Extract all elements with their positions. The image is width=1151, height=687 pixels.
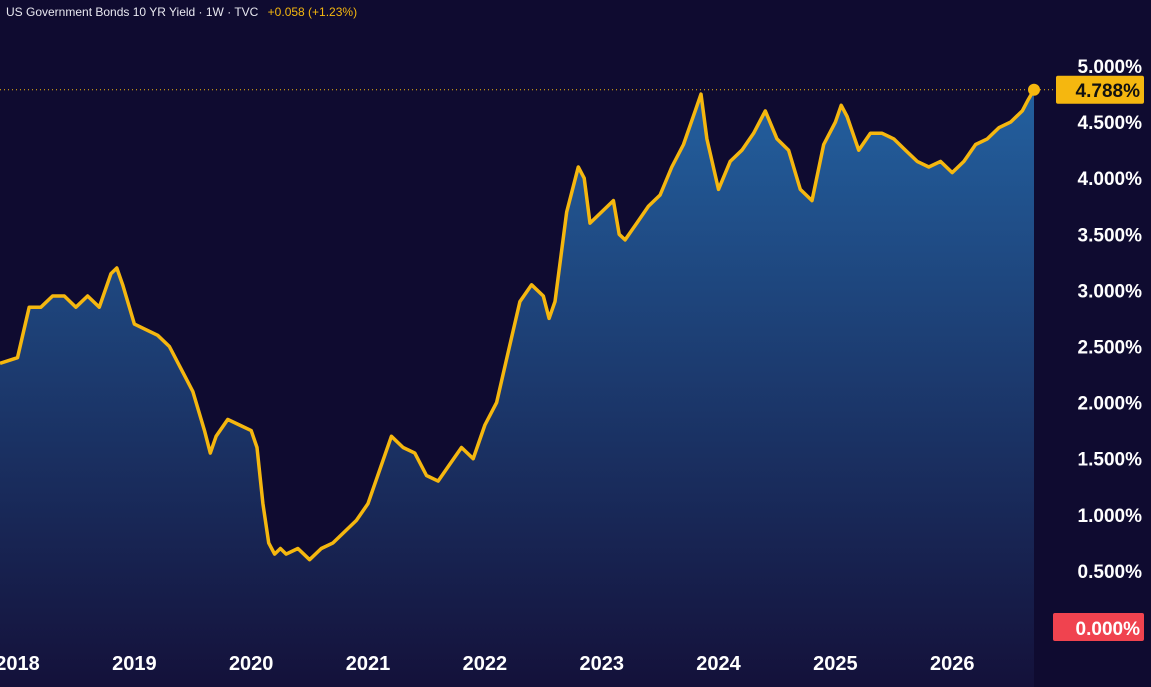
- zero-label: 0.000%: [1076, 619, 1141, 640]
- x-tick-label: 2019: [112, 653, 157, 675]
- y-tick-label: 0.500%: [1078, 562, 1143, 583]
- last-value-badge: [1056, 75, 1144, 104]
- x-tick-label: 2024: [696, 653, 741, 675]
- symbol-title: US Government Bonds 10 YR Yield · 1W · T…: [6, 5, 259, 19]
- last-value-marker: [1028, 83, 1040, 96]
- price-badges: 4.788% 0.000%: [0, 75, 1144, 641]
- y-tick-label: 4.500%: [1078, 113, 1143, 134]
- last-value-label: 4.788%: [1076, 81, 1141, 102]
- y-tick-label: 1.000%: [1078, 506, 1143, 527]
- y-tick-label: 4.000%: [1078, 169, 1143, 190]
- x-tick-label: 2021: [346, 653, 391, 675]
- y-tick-label: 3.000%: [1078, 281, 1143, 302]
- x-tick-label: 2022: [463, 653, 508, 675]
- x-axis: 2018 2019 2020 2021 2022 2023 2024 2025 2026: [0, 653, 974, 675]
- x-tick-label: 2026: [930, 653, 975, 675]
- x-tick-label: 2020: [229, 653, 274, 675]
- zero-badge: [1053, 613, 1144, 641]
- y-tick-label: 2.000%: [1078, 394, 1143, 415]
- chart-header: US Government Bonds 10 YR Yield · 1W · T…: [6, 5, 357, 19]
- x-tick-label: 2025: [813, 653, 858, 675]
- x-tick-label: 2018: [0, 653, 40, 675]
- series-line: [0, 88, 1036, 562]
- area-fill-layer: [0, 89, 1034, 687]
- y-tick-label: 3.500%: [1078, 225, 1143, 246]
- y-tick-label: 5.000%: [1078, 57, 1143, 78]
- y-tick-label: 2.500%: [1078, 338, 1143, 359]
- area-fill: [0, 89, 1034, 687]
- series-line-layer: [0, 88, 1036, 562]
- y-axis: 5.000% 4.500% 4.000% 3.500% 3.000% 2.500% 2.00…: [1078, 57, 1143, 583]
- x-tick-label: 2023: [579, 653, 624, 675]
- price-change: +0.058 (+1.23%): [267, 5, 358, 19]
- y-tick-label: 1.500%: [1078, 450, 1143, 471]
